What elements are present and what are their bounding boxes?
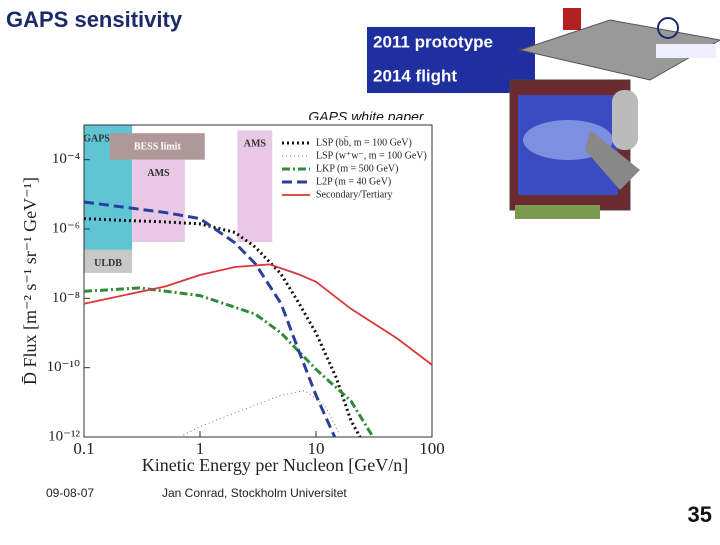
x-axis-label: Kinetic Energy per Nucleon [GeV/n]	[142, 455, 409, 475]
series-line	[83, 217, 362, 438]
limit-region	[237, 130, 273, 243]
series-line	[83, 200, 337, 438]
x-tick-label: 0.1	[73, 439, 94, 458]
y-tick-label: 10⁻¹⁰	[47, 359, 80, 375]
y-tick-label: 10⁻⁶	[52, 220, 80, 236]
box-line: 2014 flight	[373, 66, 457, 85]
limit-region	[109, 133, 205, 160]
footer-author: Jan Conrad, Stockholm Universitet	[162, 486, 347, 500]
plot-frame	[83, 124, 433, 438]
x-tick-label: 1	[196, 439, 205, 458]
y-tick-label: 10⁻¹²	[48, 428, 80, 444]
limit-region	[84, 249, 133, 273]
x-tick-label: 10	[308, 439, 325, 458]
legend-label: L2P (m = 40 GeV)	[316, 176, 391, 187]
legend-label: LKP (m = 500 GeV)	[316, 163, 398, 174]
legend-label: LSP (bb̄, m = 100 GeV)	[316, 136, 412, 148]
region-label: GAPS LDB	[83, 133, 133, 144]
x-tick-label: 100	[419, 439, 445, 458]
region-label: AMS	[147, 168, 170, 179]
box-line: 2011 prototype	[373, 32, 493, 51]
region-label: BESS limit	[134, 141, 182, 152]
info-box	[367, 27, 535, 93]
limit-region	[132, 159, 185, 243]
legend-label: Secondary/Tertiary	[316, 189, 393, 200]
footer-date: 09-08-07	[46, 486, 94, 500]
slide-title: GAPS sensitivity	[6, 7, 183, 32]
y-tick-label: 10⁻⁴	[52, 151, 80, 167]
y-axis-label: D̄ Flux [m⁻² s⁻¹ sr⁻¹ GeV⁻¹]	[20, 177, 40, 385]
legend-label: LSP (w⁺w⁻, m = 100 GeV)	[316, 150, 427, 161]
y-tick-label: 10⁻⁸	[52, 290, 80, 306]
series-line	[83, 263, 433, 366]
instrument-illustration	[509, 8, 720, 219]
region-label: AMS	[244, 139, 267, 150]
page-number: 35	[688, 502, 712, 527]
region-label: ULDB	[94, 258, 122, 269]
logo	[656, 17, 716, 58]
